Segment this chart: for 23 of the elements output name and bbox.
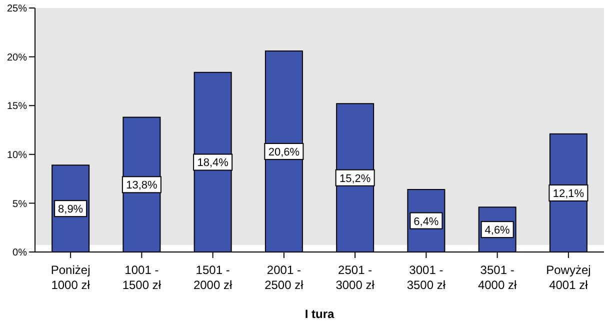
data-label: 12,1%	[552, 188, 584, 200]
x-tick-label: Powyżej 4001 zł	[546, 263, 591, 292]
x-tick-label: 3501 - 4000 zł	[478, 263, 517, 292]
x-tick-label: 1001 - 1500 zł	[122, 263, 162, 292]
x-tick-label: Poniżej 1000 zł	[50, 263, 90, 292]
x-axis-title: I tura	[304, 307, 334, 321]
y-tick-label: 15%	[6, 101, 28, 112]
y-tick-label: 5%	[12, 198, 28, 210]
y-tick-label: 10%	[6, 150, 28, 161]
x-tick-label: 2001 - 2500 zł	[264, 263, 304, 292]
y-tick-label: 0%	[12, 248, 28, 259]
y-tick-label: 20%	[6, 52, 28, 64]
x-tick-label: 1501 - 2000 zł	[193, 263, 232, 292]
x-tick-label: 2501 - 3000 zł	[336, 263, 375, 292]
data-label: 20,6%	[268, 146, 300, 158]
data-label: 6,4%	[414, 216, 439, 228]
data-label: 8,9%	[58, 204, 84, 216]
data-label: 15,2%	[339, 172, 371, 185]
x-tick-label: 3001 - 3500 zł	[406, 263, 446, 292]
y-tick-label: 25%	[6, 4, 28, 15]
data-label: 18,4%	[197, 157, 229, 170]
data-label: 13,8%	[126, 180, 158, 192]
data-label: 4,6%	[484, 224, 510, 237]
